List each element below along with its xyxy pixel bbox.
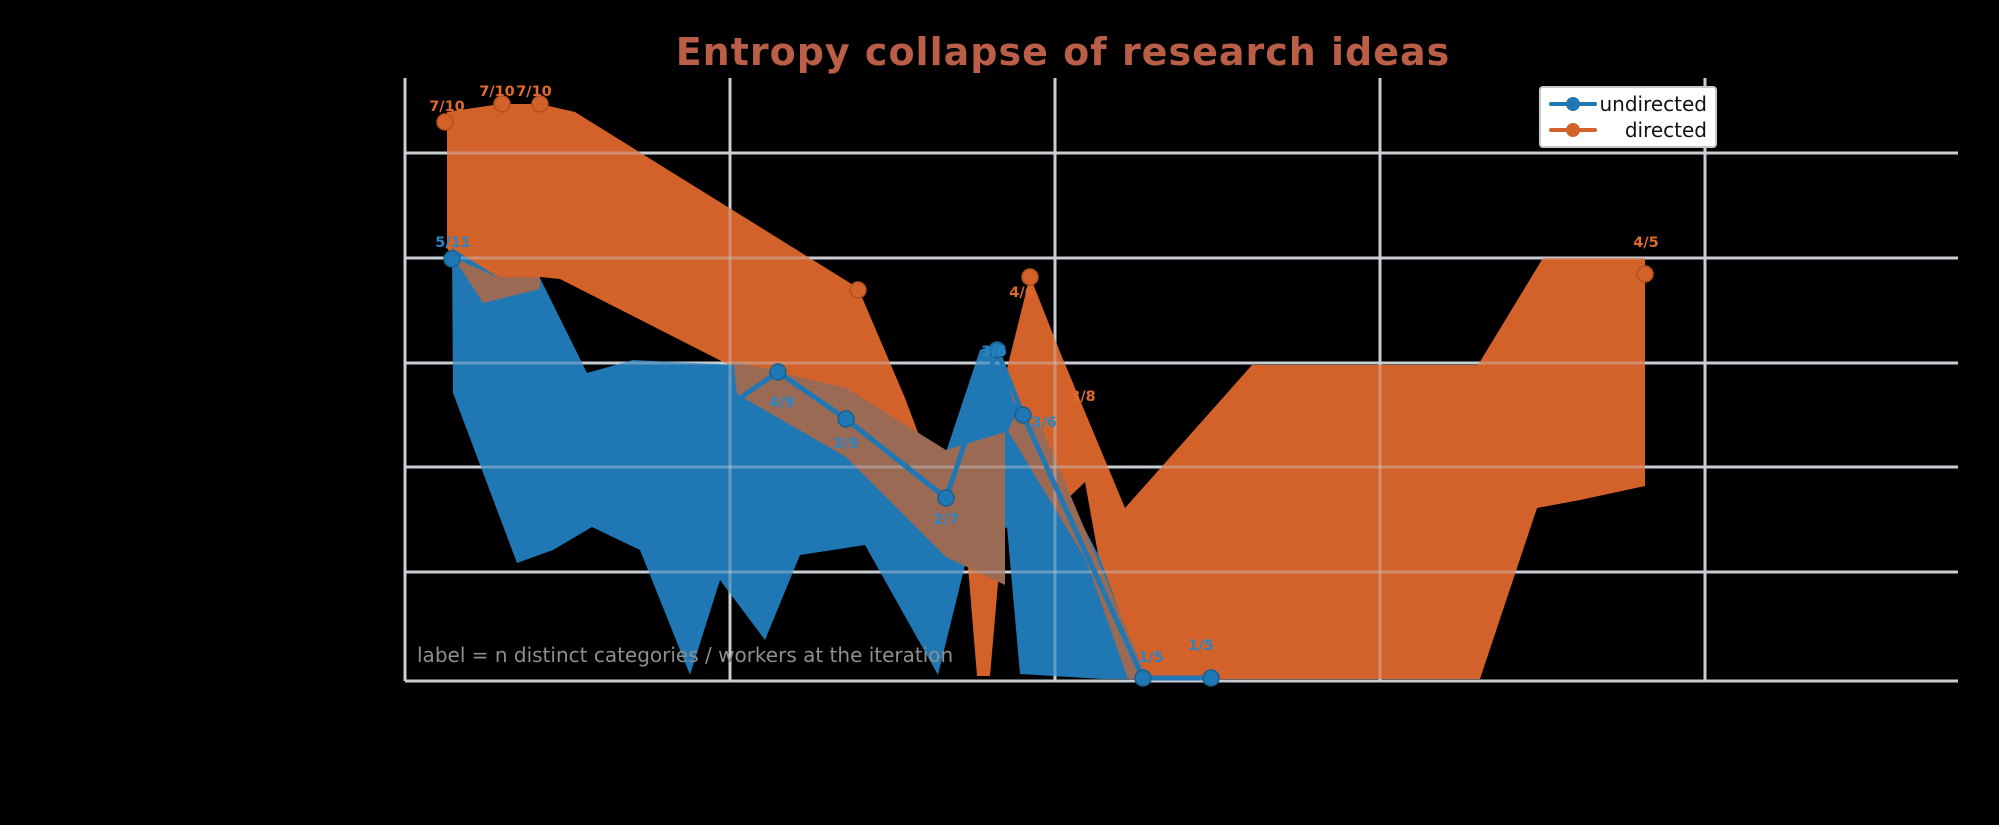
point-label-undirected: 3/9 [833, 436, 858, 452]
legend-dot-orange [1566, 123, 1580, 138]
legend-swatch-undirected-icon [1547, 91, 1599, 117]
point-label-undirected: 2/7 [933, 512, 958, 528]
band-overlap-patch [733, 361, 1005, 585]
band-undirected [452, 248, 1211, 679]
point-label-directed: 4/5 [1633, 235, 1658, 251]
band-overlap-patch [446, 246, 540, 303]
legend-swatch-directed-icon [1547, 117, 1599, 143]
legend-box: undirected directed [1539, 86, 1717, 148]
marker-undirected [443, 250, 461, 268]
marker-directed [1021, 268, 1039, 286]
marker-directed [493, 95, 511, 113]
point-label-directed: 3/8 [1070, 389, 1095, 405]
point-label-undirected: 4/9 [769, 395, 794, 411]
marker-directed [1636, 265, 1654, 283]
marker-undirected [1202, 669, 1220, 687]
marker-undirected [937, 489, 955, 507]
legend-label-undirected: undirected [1599, 91, 1707, 116]
point-label-undirected: 3/6 [1031, 415, 1056, 431]
point-label-undirected: 3/6 [981, 344, 1006, 360]
point-label-directed: 7/10 [516, 84, 552, 100]
legend-label-directed: directed [1624, 118, 1707, 143]
chart-title: Entropy collapse of research ideas [675, 30, 1451, 74]
band-directed [447, 104, 1645, 679]
marker-undirected [1014, 406, 1032, 424]
point-label-undirected: 5/11 [435, 235, 471, 251]
legend-dot-blue [1566, 96, 1580, 111]
marker-undirected [988, 341, 1006, 359]
point-label-undirected: 1/5 [1138, 650, 1163, 666]
marker-undirected [769, 363, 787, 381]
line-undirected [734, 347, 1214, 681]
point-label-directed: 7/10 [429, 99, 465, 115]
point-label-directed: 4/6 [1009, 285, 1034, 301]
annotation-note: label = n distinct categories / workers … [417, 643, 954, 667]
marker-directed [436, 113, 454, 131]
marker-undirected [1134, 669, 1152, 687]
legend-item-undirected: undirected [1547, 91, 1707, 117]
point-label-undirected: 1/5 [1188, 638, 1213, 654]
legend-item-directed: directed [1547, 117, 1707, 143]
point-label-directed: 7/10 [479, 84, 515, 100]
marker-undirected [837, 410, 855, 428]
marker-directed [849, 281, 867, 299]
marker-directed [531, 95, 549, 113]
